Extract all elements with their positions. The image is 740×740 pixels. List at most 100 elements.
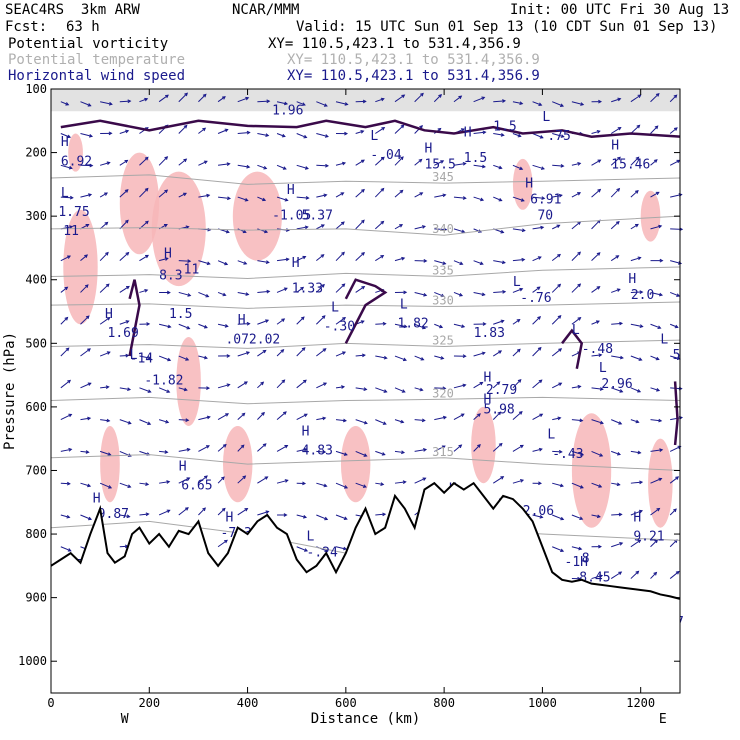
wind-vector xyxy=(374,156,385,166)
wind-arrowhead xyxy=(442,415,447,420)
wind-arrowhead xyxy=(380,482,385,486)
wind-arrowhead xyxy=(323,193,328,198)
wind-shade-blob xyxy=(68,133,83,172)
wind-arrowhead xyxy=(516,348,521,353)
wind-arrowhead xyxy=(107,452,112,456)
wind-arrowhead xyxy=(500,319,505,324)
wind-arrowhead xyxy=(342,316,347,321)
pv-label: H xyxy=(61,135,69,150)
wind-arrowhead xyxy=(206,261,211,266)
wind-arrowhead xyxy=(597,188,602,193)
wind-vector xyxy=(316,482,327,487)
wind-arrowhead xyxy=(381,452,386,456)
wind-arrowhead xyxy=(104,192,108,196)
wind-arrowhead xyxy=(282,166,287,170)
wind-arrowhead xyxy=(165,94,169,99)
wind-vector xyxy=(276,101,288,105)
wind-arrowhead xyxy=(596,130,601,134)
wind-arrowhead xyxy=(540,166,545,170)
wind-vector xyxy=(178,291,191,297)
wind-vector xyxy=(355,419,368,424)
wind-vector xyxy=(237,351,250,357)
wind-vector xyxy=(571,317,581,325)
pv-label: 8 xyxy=(582,552,590,567)
wind-vector xyxy=(453,444,462,452)
pv-label: 11 xyxy=(184,262,200,277)
wind-arrowhead xyxy=(304,225,309,230)
pv-label: 9.21 xyxy=(633,529,664,544)
wind-arrowhead xyxy=(380,156,385,161)
wind-arrowhead xyxy=(458,95,463,100)
wind-arrowhead xyxy=(656,507,661,512)
wind-arrowhead xyxy=(65,347,70,352)
wind-arrowhead xyxy=(560,516,565,521)
theta-line xyxy=(50,301,681,309)
wind-vector xyxy=(453,291,463,297)
wind-vector xyxy=(512,288,523,293)
wind-vector xyxy=(670,260,682,264)
wind-arrowhead xyxy=(224,128,229,133)
wind-vector xyxy=(493,100,506,103)
y-axis-label: Pressure (hPa) xyxy=(2,332,18,450)
wind-arrowhead xyxy=(462,383,467,388)
wind-shade-blob xyxy=(571,413,612,528)
wind-vector xyxy=(669,508,677,516)
wind-vector xyxy=(375,419,387,425)
wind-arrowhead xyxy=(65,102,70,106)
wind-vector xyxy=(355,450,367,457)
pv-label: 1.96 xyxy=(272,103,303,118)
wind-vector xyxy=(532,316,541,325)
wind-arrowhead xyxy=(164,450,169,454)
pv-label: 1.33 xyxy=(292,281,323,296)
wind-arrowhead xyxy=(108,131,113,136)
wind-arrowhead xyxy=(67,255,71,259)
wind-vector xyxy=(119,320,129,325)
wind-arrowhead xyxy=(303,447,308,452)
wind-vector xyxy=(316,514,328,520)
wind-vector xyxy=(198,160,208,166)
wind-arrowhead xyxy=(125,129,130,134)
wind-vector xyxy=(296,287,304,293)
wind-arrowhead xyxy=(380,187,385,192)
wind-vector xyxy=(650,387,660,392)
wind-arrowhead xyxy=(281,133,286,138)
wind-vector xyxy=(512,411,523,420)
wind-arrowhead xyxy=(282,411,287,415)
wind-arrowhead xyxy=(66,514,71,519)
wind-vector xyxy=(276,479,288,484)
pv-label: -1H xyxy=(565,555,588,570)
wind-vector xyxy=(650,449,663,452)
wind-vector xyxy=(611,387,623,393)
wind-vector xyxy=(100,101,112,105)
wind-vector xyxy=(296,379,307,389)
wind-vector xyxy=(237,508,248,516)
wind-arrowhead xyxy=(302,379,307,384)
wind-vector xyxy=(473,413,481,420)
wind-arrowhead xyxy=(399,189,404,194)
wind-arrowhead xyxy=(634,223,639,228)
wind-vector xyxy=(493,320,504,325)
wind-arrowhead xyxy=(87,348,91,352)
wind-arrowhead xyxy=(381,127,386,131)
wind-arrowhead xyxy=(106,316,111,321)
wind-vector xyxy=(414,355,424,361)
pv-label: .75 xyxy=(547,129,570,144)
wind-arrowhead xyxy=(537,256,542,260)
wind-arrowhead xyxy=(245,96,250,101)
wind-vector xyxy=(532,286,541,293)
pv-label: H xyxy=(287,183,295,198)
wind-arrowhead xyxy=(225,413,230,417)
wind-vector xyxy=(669,127,678,134)
wind-vector xyxy=(394,419,404,423)
wind-vector xyxy=(99,283,110,293)
wind-arrowhead xyxy=(302,255,307,260)
wind-vector xyxy=(198,507,206,516)
wind-vector xyxy=(237,475,246,484)
wind-arrowhead xyxy=(202,127,207,132)
wind-arrowhead xyxy=(344,485,349,489)
wind-vector xyxy=(99,482,112,489)
wind-arrowhead xyxy=(361,251,365,256)
wind-arrowhead xyxy=(481,292,486,297)
wind-arrowhead xyxy=(419,387,424,392)
wind-vector xyxy=(316,133,329,138)
